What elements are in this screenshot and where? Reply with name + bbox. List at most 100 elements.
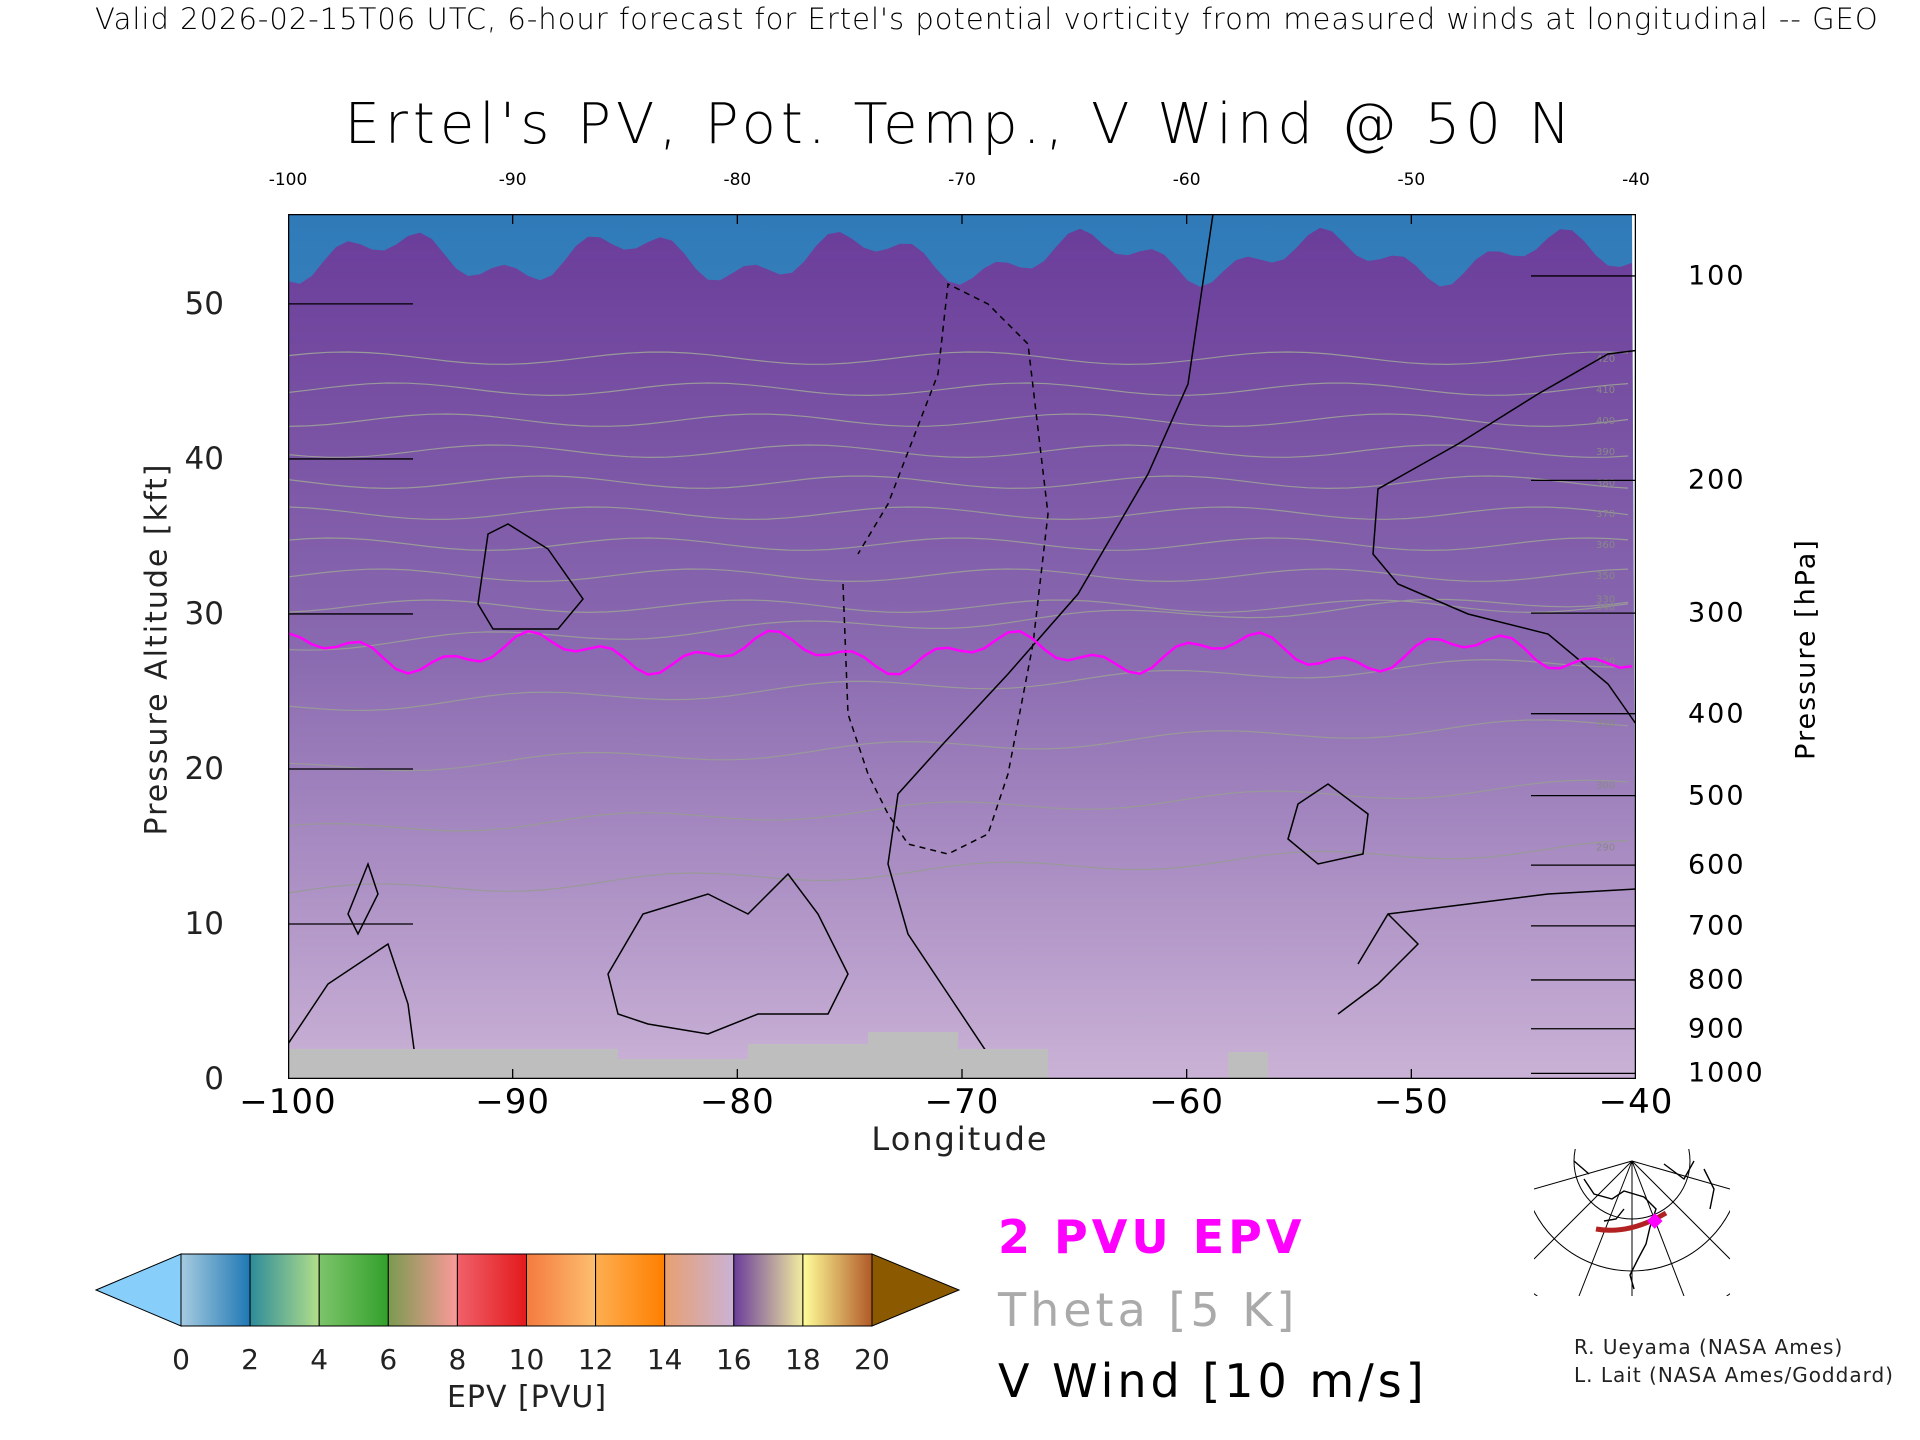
plot-frame [288, 214, 1636, 1079]
wind-contours [288, 214, 1636, 1079]
colorbar-segment [595, 1253, 666, 1327]
pressure-tick-label: 1000 [1688, 1057, 1765, 1089]
theta-contour [288, 413, 1629, 428]
top-tick-label: -80 [723, 170, 752, 190]
legend-epv: 2 PVU EPV [998, 1210, 1306, 1264]
colorbar-tick-label: 10 [508, 1343, 545, 1376]
theta-contour-label: 400 [1596, 416, 1615, 427]
pv-band-14-18 [288, 227, 1636, 1079]
colorbar-segment [387, 1253, 458, 1327]
colorbar-segment [249, 1253, 320, 1327]
wind-contour-0 [1357, 888, 1636, 965]
wind-contour-0 [477, 523, 584, 630]
x-tick-label: −70 [924, 1082, 1000, 1122]
theta-contour [288, 444, 1629, 459]
theta-contour-label: 310 [1596, 718, 1615, 729]
wind-contour-0 [347, 861, 379, 936]
colorbar-segment [664, 1253, 735, 1327]
top-title: Valid 2026-02-15T06 UTC, 6-hour forecast… [95, 2, 1879, 36]
theta-contour-label: 380 [1596, 478, 1615, 489]
terrain [288, 1032, 1268, 1079]
top-tick-label: -60 [1172, 170, 1201, 190]
theta-contour-label: 350 [1596, 571, 1615, 582]
theta-contour-label: 340 [1596, 602, 1615, 613]
pressure-tick-label: 400 [1688, 698, 1746, 730]
cross-section-track [1595, 1210, 1668, 1233]
colorbar-tick-label: 0 [172, 1343, 190, 1376]
pressure-tick-label: 800 [1688, 964, 1746, 996]
colorbar-segment [318, 1253, 389, 1327]
wind-contour-0 [1372, 349, 1636, 725]
wind-contour-0 [1287, 783, 1369, 865]
colorbar-tick-label: 12 [577, 1343, 614, 1376]
theta-contour [288, 840, 1629, 894]
theta-contour [288, 599, 1629, 614]
pressure-tick-label: 500 [1688, 780, 1746, 812]
chart-title: Ertel's PV, Pot. Temp., V Wind @ 50 N [344, 92, 1576, 157]
credit-line-2: L. Lait (NASA Ames/Goddard) [1574, 1363, 1894, 1387]
theta-contour [288, 351, 1629, 366]
pressure-tick-label: 100 [1688, 260, 1746, 292]
theta-contour [288, 537, 1629, 552]
pv-cross-section-plot: 2903003103203303403503603703803904004104… [288, 214, 1636, 1079]
theta-contour-label: 300 [1596, 780, 1615, 791]
theta-contour-label: 420 [1596, 354, 1615, 365]
theta-contour-label: 330 [1596, 594, 1615, 605]
colorbar-tick-label: 18 [785, 1343, 821, 1376]
colorbar-segment [456, 1253, 527, 1327]
wind-contour-0 [607, 872, 849, 1035]
pressure-tick-label: 200 [1688, 464, 1746, 496]
x-tick-label: −60 [1149, 1082, 1225, 1122]
colorbar-over-arrow [871, 1253, 961, 1327]
pressure-tick-label: 700 [1688, 910, 1746, 942]
y-tick-label: 0 [204, 1061, 224, 1097]
x-tick-label: −80 [699, 1082, 775, 1122]
top-tick-label: -40 [1622, 170, 1650, 190]
top-tick-label: -90 [498, 170, 527, 190]
y-tick-label: 50 [184, 285, 224, 322]
colorbar-segment [733, 1253, 804, 1327]
pv-color-bands [288, 214, 1636, 1079]
theta-contour [288, 719, 1629, 772]
x-tick-label: −40 [1598, 1082, 1674, 1122]
theta-contour [288, 382, 1629, 397]
theta-contour [288, 568, 1629, 583]
colorbar-tick-label: 4 [310, 1343, 329, 1376]
theta-contour-label: 360 [1596, 540, 1615, 551]
pressure-tick-label: 300 [1688, 597, 1746, 629]
theta-contour-label: 290 [1596, 842, 1615, 853]
colorbar-label: EPV [PVU] [446, 1380, 608, 1415]
y-tick-label: 10 [184, 905, 224, 942]
x-tick-label: −100 [239, 1082, 337, 1122]
legend-wind: V Wind [10 m/s] [998, 1354, 1428, 1408]
theta-contour-label: 390 [1596, 447, 1615, 458]
x-tick-label: −90 [475, 1082, 551, 1122]
y-axis-label-left: Pressure Altitude [kft] [139, 462, 175, 836]
colorbar-tick-label: 6 [379, 1343, 398, 1376]
colorbar-tick-label: 14 [646, 1343, 683, 1376]
colorbar-under-arrow [94, 1253, 182, 1327]
wind-contour-0 [887, 214, 1214, 1079]
colorbar-segment [526, 1253, 597, 1327]
wind-contour-0 [288, 942, 419, 1079]
y-tick-label: 30 [184, 595, 224, 632]
top-tick-label: -50 [1397, 170, 1426, 190]
x-axis-label: Longitude [871, 1120, 1049, 1158]
theta-contour [288, 475, 1629, 490]
colorbar [94, 1253, 961, 1327]
colorbar-tick-label: 2 [241, 1343, 260, 1376]
pressure-tick-label: 900 [1688, 1013, 1746, 1045]
theta-contours: 2903003103203303403503603703803904004104… [288, 351, 1629, 894]
colorbar-tick-label: 8 [448, 1343, 467, 1376]
theta-contour-label: 410 [1596, 385, 1615, 396]
location-marker [1646, 1213, 1663, 1229]
top-tick-label: -70 [948, 170, 976, 190]
top-tick-label: -100 [268, 170, 308, 190]
y-axis-label-right: Pressure [hPa] [1790, 538, 1822, 760]
y-tick-label: 20 [184, 750, 224, 787]
wind-contour-10 [842, 282, 1049, 855]
theta-contour [288, 658, 1629, 712]
pv-2pvu-contour [288, 629, 1633, 676]
colorbar-segment [802, 1253, 873, 1327]
x-tick-label: −50 [1373, 1082, 1449, 1122]
